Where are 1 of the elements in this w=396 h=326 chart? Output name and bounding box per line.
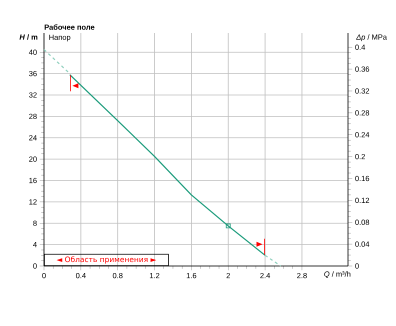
line-series [69,74,266,256]
